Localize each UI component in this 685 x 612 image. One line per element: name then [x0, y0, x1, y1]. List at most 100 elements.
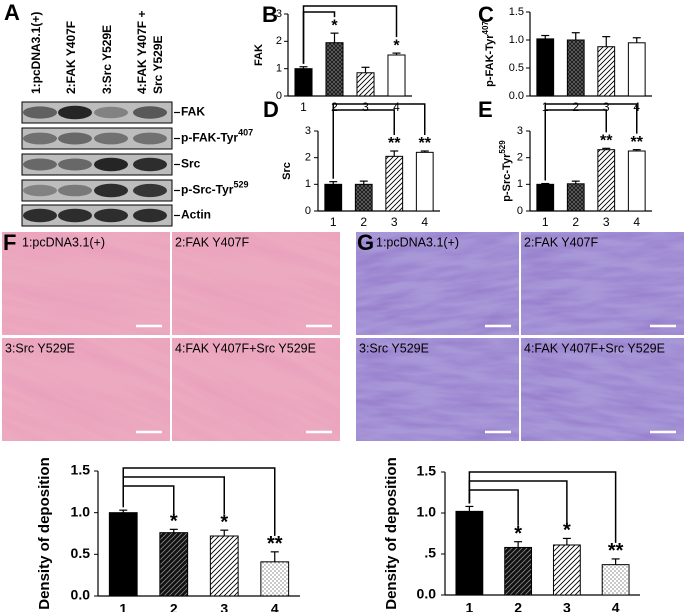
bar [597, 46, 616, 97]
lane-label: 2:FAK Y407F [64, 21, 78, 94]
micrograph-label: 1:pcDNA3.1(+) [376, 235, 459, 249]
bar [387, 54, 406, 97]
blot-band [58, 132, 92, 145]
micrograph-label: 4:FAK Y407F+Src Y529E [524, 341, 665, 355]
blot-band [133, 106, 167, 119]
x-tick-label: 1 [465, 600, 473, 612]
y-tick-label: 1.5 [509, 6, 524, 18]
micrograph [521, 232, 684, 335]
micrograph [2, 338, 170, 441]
bar [354, 183, 373, 212]
bar [597, 149, 616, 212]
y-tick-label: 1.5 [417, 463, 437, 479]
blot-band [94, 183, 128, 198]
significance-star: ** [600, 133, 613, 150]
y-tick-label: 0.0 [71, 587, 91, 603]
y-axis-label: FAK [253, 44, 265, 66]
bar [260, 561, 290, 597]
band-label: FAK [181, 105, 205, 119]
comparison-bracket [468, 471, 617, 543]
significance-star: * [393, 37, 400, 54]
y-axis-label-text: Src [281, 162, 293, 180]
x-tick-label: 4 [612, 600, 620, 612]
bar [356, 72, 375, 97]
bar [385, 155, 404, 212]
bar [108, 512, 138, 597]
bar [324, 183, 343, 212]
significance-star: ** [267, 533, 283, 555]
significance-star: * [220, 511, 228, 533]
y-tick-label: 0.5 [509, 62, 524, 74]
y-tick-label: 0.0 [417, 586, 437, 602]
lane-label: Src Y529E [151, 36, 165, 95]
blot-band [133, 208, 167, 223]
y-tick-label: 0.5 [71, 545, 91, 561]
x-tick-label: 2 [170, 601, 178, 612]
y-tick-label: 0 [517, 205, 523, 217]
y-tick-label: 1 [305, 178, 311, 190]
panel-letter: G [357, 230, 374, 255]
x-tick-label: 1 [330, 215, 337, 229]
y-tick-label: 2 [305, 152, 311, 164]
blot-strip [21, 127, 173, 150]
band-label: p-FAK-Tyr407 [181, 128, 253, 145]
y-axis-label: Density of deposition [383, 457, 400, 610]
y-tick-label: 1.5 [71, 462, 91, 478]
blot-band [58, 158, 92, 171]
comparison-bracket [302, 5, 398, 64]
comparison-bracket [122, 467, 276, 536]
bar [566, 183, 585, 212]
y-tick-label: 1 [517, 178, 523, 190]
band-label: Src [181, 157, 201, 171]
y-axis-label-text: FAK [253, 44, 265, 66]
micrograph-label: 2:FAK Y407F [524, 235, 598, 249]
x-tick-label: 3 [603, 100, 610, 114]
bar [415, 151, 434, 212]
micrograph [172, 338, 340, 441]
y-axis-label-superscript: 407 [481, 21, 490, 35]
panel-letter: D [263, 97, 279, 122]
x-tick-label: 4 [271, 601, 279, 612]
bar [159, 532, 189, 597]
blot-band [58, 208, 92, 223]
significance-star: ** [631, 134, 644, 151]
micrograph-texture [172, 232, 340, 335]
micrograph-texture [521, 338, 684, 441]
band-name: p-FAK-Tyr [181, 131, 238, 145]
blot-band [58, 184, 92, 197]
band-name: Src [181, 157, 201, 171]
blot-band [94, 208, 128, 223]
band-superscript: 529 [233, 180, 248, 190]
y-axis-label-superscript: 529 [498, 140, 507, 154]
blot-band [133, 183, 167, 198]
panel-letter: A [4, 0, 20, 25]
y-tick-label: 1.0 [417, 504, 437, 520]
significance-star: * [331, 17, 338, 34]
micrograph-texture [521, 232, 684, 335]
micrograph-texture [2, 338, 170, 441]
band-label: Actin [181, 208, 211, 222]
bar [536, 38, 555, 97]
y-axis-label: p-Src-Tyr529 [498, 140, 513, 202]
x-tick-label: 4 [393, 100, 400, 114]
blot-band [58, 105, 92, 120]
significance-star: ** [419, 135, 432, 152]
x-tick-label: 4 [421, 215, 428, 229]
micrograph-texture [356, 338, 519, 441]
blot-band [94, 106, 128, 119]
y-tick-label: 3 [276, 8, 282, 20]
bar [566, 39, 585, 97]
band-name: Actin [181, 208, 211, 222]
y-tick-label: 3 [517, 125, 523, 137]
y-axis-label: p-FAK-Tyr407 [481, 21, 496, 87]
blot-band [23, 106, 57, 119]
lane-label: 3:Src Y529E [100, 25, 114, 94]
y-tick-label: 3 [305, 125, 311, 137]
y-axis-label-text: Density of deposition [36, 457, 53, 610]
micrograph-texture [2, 232, 170, 335]
y-tick-label: 0 [305, 205, 311, 217]
micrograph [521, 338, 684, 441]
x-tick-label: 3 [362, 100, 369, 114]
bar [601, 564, 630, 596]
micrograph [172, 232, 340, 335]
